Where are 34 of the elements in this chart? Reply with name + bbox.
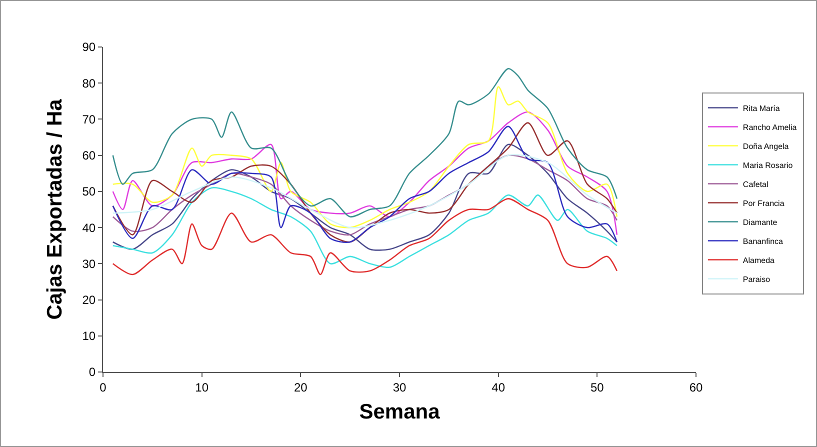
legend-label: Maria Rosario [742, 160, 794, 170]
legend-label: Diamante [742, 218, 778, 227]
line-series [112, 68, 618, 218]
legend-label: Rita María [742, 104, 780, 113]
y-tick-label: 40 [82, 220, 96, 235]
y-tick-label: 10 [82, 329, 96, 344]
x-axis-title: Semana [359, 400, 440, 424]
x-tick-label: 40 [492, 380, 506, 394]
y-tick-label: 60 [82, 148, 96, 163]
line-series [112, 186, 618, 268]
legend-label: Alameda [742, 256, 776, 265]
line-series [112, 86, 618, 228]
legend-label: Paraiso [742, 274, 771, 284]
legend-label: Doña Angela [742, 142, 790, 151]
legend-label: Bananfinca [742, 236, 784, 246]
line-series [112, 198, 618, 276]
y-tick-label: 90 [82, 40, 96, 54]
y-tick-label: 70 [82, 112, 96, 126]
x-tick-label: 0 [100, 380, 107, 394]
y-tick-label: 80 [82, 76, 96, 90]
x-tick-label: 30 [392, 380, 406, 394]
legend-label: Por Francia [742, 198, 785, 208]
y-tick-label: 30 [82, 256, 96, 271]
y-tick-label: 50 [82, 184, 96, 199]
x-tick-label: 20 [294, 380, 308, 394]
x-tick-label: 50 [590, 380, 604, 394]
line-series [112, 144, 618, 251]
legend-label: Rancho Amelia [742, 122, 798, 132]
y-tick-label: 0 [88, 365, 96, 380]
y-axis-title: Cajas Exportadas / Ha [43, 98, 66, 320]
x-tick-label: 60 [689, 380, 703, 394]
x-tick-label: 10 [195, 380, 209, 394]
legend-label: Cafetal [742, 180, 768, 189]
y-tick-label: 20 [82, 292, 96, 307]
